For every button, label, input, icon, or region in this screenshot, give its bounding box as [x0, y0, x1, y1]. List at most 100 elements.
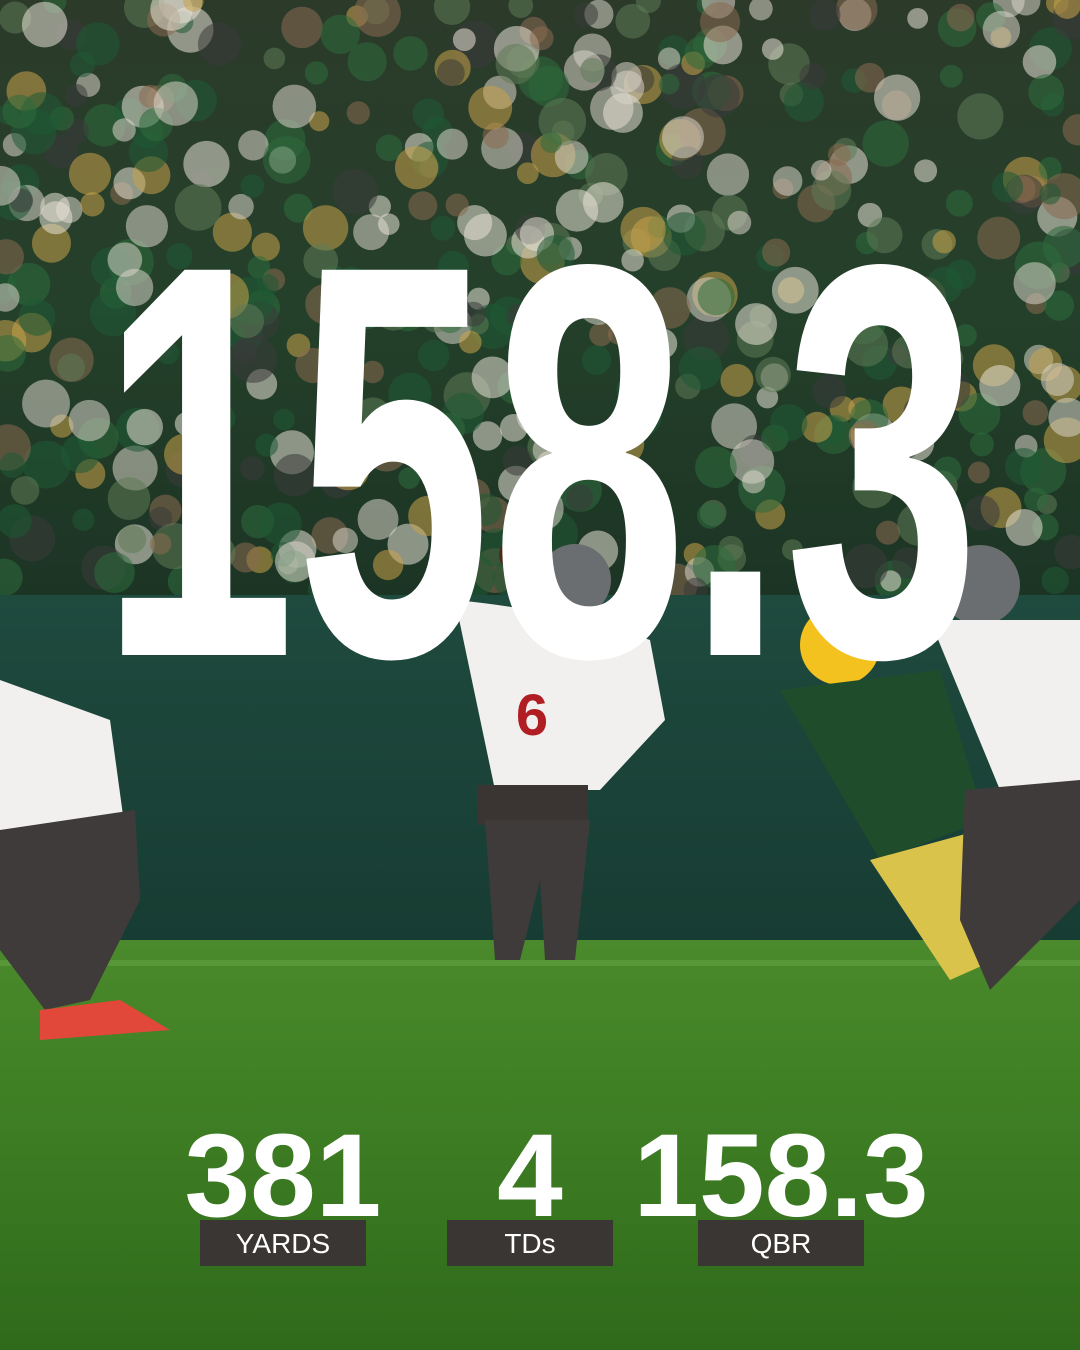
crowd-figure: [22, 440, 71, 489]
crowd-figure: [640, 511, 667, 538]
crowd-figure: [40, 192, 70, 223]
crowd-figure: [452, 28, 476, 52]
crowd-figure: [661, 116, 705, 159]
crowd-figure: [448, 552, 496, 600]
crowd-figure: [0, 239, 24, 275]
crowd-figure: [458, 330, 482, 354]
crowd-figure: [240, 456, 265, 481]
crowd-figure: [982, 10, 1021, 49]
crowd-figure: [528, 65, 570, 107]
crowd-figure: [657, 47, 681, 70]
crowd-figure: [658, 73, 680, 95]
crowd-figure: [749, 0, 773, 21]
crowd-figure: [64, 83, 88, 107]
crowd-figure: [68, 152, 112, 195]
crowd-figure: [332, 527, 359, 554]
crowd-figure: [781, 539, 803, 561]
crowd-figure: [772, 166, 803, 196]
crowd-figure: [555, 189, 599, 232]
crowd-figure: [1022, 400, 1049, 426]
crowd-figure: [212, 212, 252, 252]
crowd-figure: [149, 506, 173, 531]
crowd-figure: [1041, 566, 1069, 595]
crowd-figure: [398, 467, 420, 489]
crowd-figure: [274, 541, 316, 583]
crowd-figure: [355, 397, 391, 434]
crowd-figure: [1005, 509, 1043, 547]
crowd-figure: [188, 371, 216, 399]
crowd-figure: [228, 193, 254, 220]
crowd-figure: [933, 456, 962, 485]
crowd-figure: [420, 302, 452, 333]
crowd-figure: [566, 484, 594, 512]
crowd-figure: [94, 552, 135, 594]
crowd-figure: [536, 235, 575, 274]
crowd-figure: [648, 287, 691, 329]
crowd-figure: [1038, 156, 1062, 180]
crowd-figure: [580, 57, 606, 83]
crowd-figure: [283, 193, 313, 223]
crowd-figure: [126, 408, 163, 446]
crowd-figure: [523, 383, 551, 411]
crowd-figure: [554, 140, 589, 174]
crowd-figure: [696, 74, 740, 118]
crowd-figure: [115, 268, 154, 307]
crowd-figure: [835, 0, 878, 31]
crowd-figure: [1004, 447, 1043, 486]
crowd-figure: [852, 466, 895, 509]
stat-label: QBR: [751, 1228, 812, 1259]
crowd-figure: [438, 250, 469, 282]
crowd-figure: [967, 461, 990, 484]
stat-label: YARDS: [236, 1228, 330, 1259]
crowd-figure: [0, 283, 20, 312]
crowd-figure: [810, 160, 832, 181]
crowd-figure: [662, 212, 707, 256]
crowd-figure: [969, 432, 994, 457]
crowd-figure: [1023, 487, 1048, 512]
crowd-figure: [436, 128, 468, 160]
crowd-figure: [799, 63, 826, 90]
crowd-figure: [801, 411, 833, 443]
crowd-figure: [854, 62, 885, 93]
crowd-figure: [635, 0, 661, 14]
crowd-figure: [72, 508, 95, 531]
crowd-figure: [505, 304, 530, 328]
crowd-figure: [511, 317, 559, 365]
crowd-figure: [711, 403, 757, 450]
crowd-figure: [309, 111, 330, 132]
crowd-figure: [303, 243, 339, 279]
crowd-figure: [263, 136, 311, 184]
crowd-figure: [281, 6, 323, 49]
crowd-figure: [295, 347, 331, 384]
crowd-figure: [1039, 183, 1061, 205]
crowd-figure: [848, 419, 882, 454]
crowd-figure: [307, 578, 329, 600]
crowd-figure: [18, 298, 56, 336]
crowd-figure: [1053, 0, 1080, 19]
crowd-figure: [498, 465, 535, 502]
crowd-figure: [149, 533, 172, 555]
crowd-figure: [428, 467, 469, 508]
crowd-figure: [939, 346, 964, 371]
crowd-figure: [372, 549, 404, 581]
crowd-figure: [697, 278, 735, 316]
crowd-figure: [468, 85, 513, 130]
crowd-figure: [255, 433, 279, 457]
crowd-figure: [118, 525, 147, 554]
crowd-figure: [957, 93, 1004, 140]
crowd-figure: [783, 81, 824, 122]
crowd-figure: [621, 249, 644, 272]
crowd-figure: [393, 36, 428, 71]
crowd-figure: [183, 140, 230, 188]
crowd-figure: [692, 544, 736, 588]
crowd-figure: [508, 0, 534, 18]
crowd-figure: [247, 256, 271, 279]
crowd-figure: [57, 353, 86, 382]
crowd-figure: [844, 323, 889, 367]
crowd-figure: [463, 213, 507, 257]
crowd-figure: [529, 26, 554, 51]
crowd-figure: [611, 62, 642, 93]
crowd-figure: [0, 558, 23, 596]
crowd-figure: [1054, 534, 1080, 570]
crowd-figure: [251, 232, 280, 261]
